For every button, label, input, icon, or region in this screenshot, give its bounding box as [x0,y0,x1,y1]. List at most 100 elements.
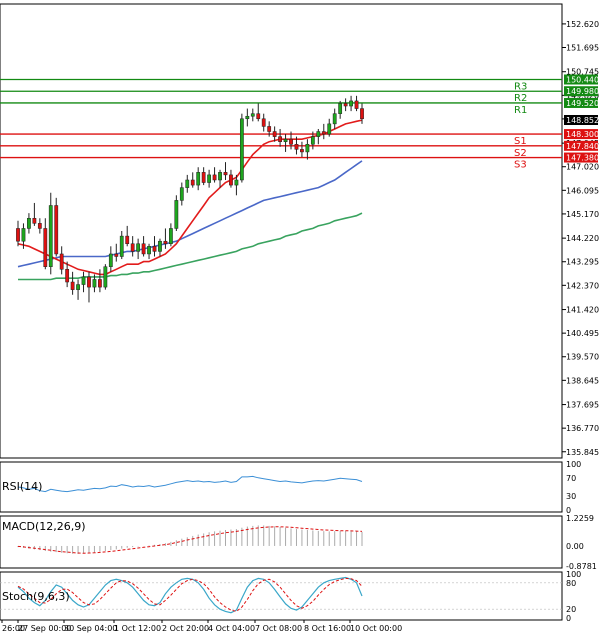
level-price-label-s1: 148.300 [566,130,599,139]
candle-body [185,179,190,188]
candle-body [141,243,146,255]
x-axis-label: 30 Sep 04:00 [64,624,117,633]
price-tick-label: 142.370 [566,281,599,290]
macd-axis-label: 0.00 [566,542,584,551]
price-tick-label: 139.570 [566,353,599,362]
rsi-axis-label: 70 [566,474,576,483]
candle-body [327,123,332,135]
price-tick-label: 151.695 [566,43,599,52]
price-tick-label: 146.095 [566,186,599,195]
candle-body [305,144,310,153]
candle-body [239,118,244,181]
price-tick-label: 152.620 [566,20,599,29]
level-price-box-s1 [564,129,598,140]
candle-body [81,276,86,285]
price-tick-label: 145.170 [566,210,599,219]
candle-body [332,113,337,125]
candle-body [125,235,130,245]
rsi-axis-label: 30 [566,492,576,501]
x-axis-label: 7 Oct 08:00 [255,624,302,633]
candle-body [169,228,173,245]
stoch-axis-label: 20 [566,605,576,614]
rsi-line [17,475,363,493]
candle-body [179,187,184,201]
level-price-box-r3 [564,74,598,85]
x-axis-label: 10 Oct 00:00 [350,624,402,633]
candle-body [272,131,277,137]
candle-body [70,281,75,290]
candle-body [300,149,304,153]
macd-axis-label: 1.2259 [566,514,594,523]
candle-body [76,284,80,290]
candle-body [343,103,348,107]
candle-body [16,228,20,242]
level-price-label-r3: 150.440 [566,75,599,84]
candle-body [212,174,217,181]
macd-pane-frame [0,515,563,569]
candle-body [338,103,343,114]
rsi-pane-frame [0,461,563,513]
candle-body [349,100,353,107]
candle-body [158,240,162,252]
level-name-s3: S3 [514,160,527,171]
candle-body [87,276,91,288]
level-name-r3: R3 [514,81,527,92]
candle-body [256,113,261,120]
ma-fast-line [17,119,363,276]
candle-body [98,279,102,288]
level-price-box-r2 [564,86,598,97]
candle-body [190,179,195,186]
candle-body [218,172,222,181]
stoch-axis-label: 100 [566,570,581,579]
stoch-main-line [17,576,363,614]
level-price-box-r1 [564,97,598,108]
rsi-axis-label: 0 [566,506,571,515]
candle-body [250,113,255,117]
candle-body [54,205,59,255]
ma-slow-line [18,212,363,281]
candle-body [65,269,70,283]
level-name-s1: S1 [514,136,527,147]
candle-body [43,228,48,267]
level-name-s2: S2 [514,148,527,159]
candle-body [48,205,53,267]
price-tick-label: 138.645 [566,376,599,385]
current-price-box [564,114,598,125]
price-tick-label: 136.770 [566,424,599,433]
price-tick-label: 144.220 [566,234,599,243]
candle-body [316,131,321,137]
candle-body [310,136,315,145]
candle-body [267,126,272,132]
price-tick-label: 140.495 [566,329,599,338]
level-price-label-r1: 149.520 [566,99,599,108]
candle-body [114,253,119,257]
candle-body [278,136,282,142]
level-price-box-s3 [564,152,598,163]
macd-signal-line [17,526,363,554]
candle-body [245,115,250,120]
candle-body [223,172,228,176]
candle-body [196,172,201,186]
candle-body [354,100,359,109]
price-tick-label: 135.845 [566,448,599,457]
candle-body [59,253,64,270]
stoch-axis-label: 80 [566,579,576,588]
candle-body [283,138,288,142]
x-axis-label: 4 Oct 04:00 [208,624,255,633]
x-axis-label: 8 Oct 16:00 [304,624,351,633]
level-price-label-r2: 149.980 [566,87,599,96]
candle-body [21,228,26,242]
candle-body [152,246,157,252]
price-tick-label: 143.295 [566,258,599,267]
candle-body [37,223,42,229]
level-name-r2: R2 [514,93,527,104]
rsi-axis-label: 100 [566,460,581,469]
price-tick-label: 147.020 [566,163,599,172]
candle-body [103,266,108,288]
candle-body [289,138,293,145]
candle-body [321,131,326,135]
candle-body [207,174,211,183]
stoch-signal-line [17,577,363,612]
x-axis-label: 2 Oct 20:00 [162,624,209,633]
